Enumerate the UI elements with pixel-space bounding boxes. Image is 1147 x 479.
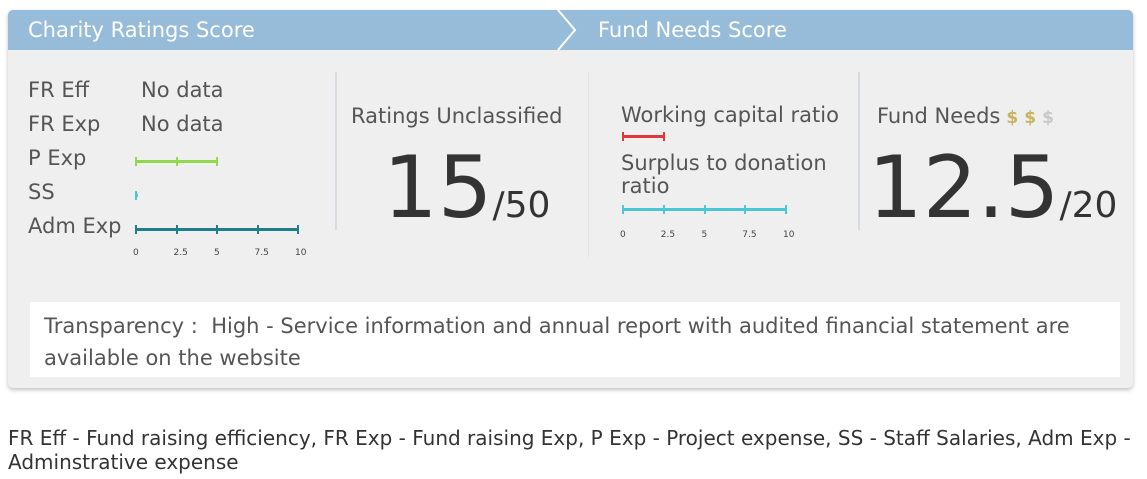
bar-tick [175, 157, 178, 166]
metric-bar [136, 194, 138, 197]
axis-tick-label: 2.5 [173, 248, 188, 258]
metric-label: Adm Exp [28, 214, 122, 238]
bar-tick [744, 205, 747, 214]
dollar-coin-icon: $ [1024, 108, 1037, 128]
axis-tick-label: 5 [701, 230, 708, 240]
bar-tick [135, 191, 137, 200]
metric-label: FR Exp [28, 112, 101, 136]
bar-tick [662, 205, 665, 214]
bar-tick [135, 225, 137, 234]
chevron-right-icon [557, 10, 577, 50]
score-card: Charity Ratings Score Fund Needs Score F… [8, 10, 1133, 388]
bar-tick [297, 225, 299, 234]
transparency-label: Transparency : [44, 314, 198, 338]
ratings-score-max: /50 [492, 185, 551, 226]
bar-tick [785, 205, 787, 214]
fund-score-max: /20 [1059, 185, 1118, 226]
fund-needs-title-text: Fund Needs [877, 104, 1001, 128]
ratings-classification: Ratings Unclassified [351, 104, 563, 128]
axis-tick-label: 2.5 [660, 230, 676, 240]
fund-metric-label: Working capital ratio [621, 103, 839, 127]
dollar-coin-icon: $ [1006, 108, 1019, 128]
dollar-coin-icon: $ [1042, 108, 1054, 128]
fund-needs-label: Fund Needs $ $ $ [877, 104, 1054, 128]
card-header: Charity Ratings Score Fund Needs Score [8, 10, 1133, 50]
metric-value: No data [141, 112, 224, 136]
charity-ratings-title: Charity Ratings Score [28, 18, 255, 42]
axis-tick-label: 7.5 [742, 230, 757, 240]
axis-tick-label: 10 [295, 248, 307, 258]
axis-tick-label: 5 [214, 248, 220, 258]
fund-score: 12.5/20 [868, 145, 1117, 231]
bar-tick [622, 132, 624, 141]
metric-label: P Exp [28, 146, 87, 170]
bar-tick [662, 132, 665, 141]
transparency-value: High - Service information and annual re… [44, 314, 1070, 370]
metric-bar [623, 135, 664, 138]
bar-tick [135, 157, 137, 166]
divider [858, 72, 860, 230]
bar-tick [216, 157, 218, 166]
metric-value: No data [141, 78, 224, 102]
axis-tick-label: 10 [783, 230, 795, 240]
bar-tick [622, 205, 624, 214]
axis-tick-label: 7.5 [254, 248, 269, 258]
axis-tick-label: 0 [133, 248, 139, 258]
bar-tick [703, 205, 706, 214]
metric-label: FR Eff [28, 78, 90, 102]
axis-tick-label: 0 [620, 230, 626, 240]
footnote: FR Eff - Fund raising efficiency, FR Exp… [8, 426, 1131, 474]
bar-tick [256, 225, 259, 234]
divider [335, 72, 337, 230]
bar-tick [175, 225, 178, 234]
ratings-score-value: 15 [383, 138, 493, 238]
metric-label: SS [28, 180, 55, 204]
fund-score-value: 12.5 [868, 138, 1060, 238]
transparency-text: Transparency : High - Service informatio… [44, 310, 1104, 374]
transparency-box: Transparency : High - Service informatio… [30, 302, 1120, 377]
fund-needs-title: Fund Needs Score [598, 18, 787, 42]
fund-metric-label: Surplus to donation ratio [621, 151, 827, 198]
ratings-score: 15/50 [383, 145, 550, 231]
bar-tick [216, 225, 218, 234]
divider [588, 72, 589, 257]
